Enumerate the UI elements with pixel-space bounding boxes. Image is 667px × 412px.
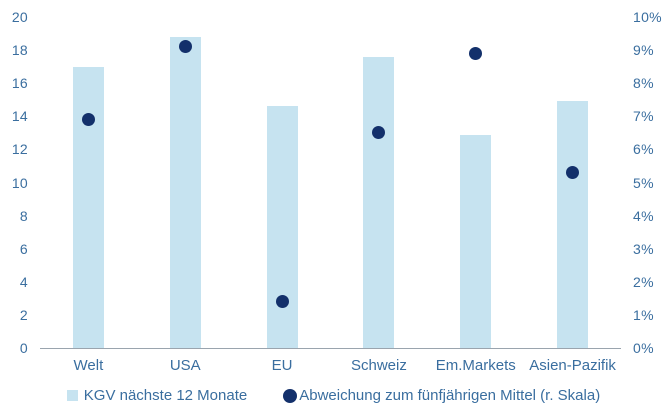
right-axis-tick-label: 7% bbox=[633, 108, 654, 125]
x-axis-line bbox=[40, 348, 621, 349]
category-label-Asien-Pazifik: Asien-Pazifik bbox=[529, 357, 616, 374]
dot-EU bbox=[275, 295, 289, 309]
legend-item-kgv: KGV nächste 12 Monate bbox=[66, 387, 248, 404]
dot-Welt bbox=[81, 113, 95, 127]
right-axis-tick-label: 6% bbox=[633, 141, 654, 158]
bar-Em.Markets bbox=[460, 134, 492, 348]
right-axis-tick-label: 9% bbox=[633, 42, 654, 59]
left-axis-tick-label: 20 bbox=[11, 9, 28, 25]
right-axis-tick-label: 3% bbox=[633, 240, 654, 257]
chart-legend: KGV nächste 12 Monate Abweichung zum fün… bbox=[0, 387, 667, 404]
bar-Asien-Pazifik bbox=[557, 101, 589, 348]
left-axis-tick-label: 16 bbox=[11, 75, 28, 92]
left-axis-tick-label: 2 bbox=[19, 306, 28, 323]
dot-Asien-Pazifik bbox=[566, 166, 580, 180]
right-axis-tick-label: 10% bbox=[633, 9, 662, 25]
dot-Em.Markets bbox=[469, 46, 483, 60]
dot-USA bbox=[178, 40, 192, 54]
left-axis-tick-label: 4 bbox=[19, 273, 28, 290]
left-axis-tick-label: 6 bbox=[19, 240, 28, 257]
right-axis-tick-label: 4% bbox=[633, 207, 654, 224]
circle-swatch-icon bbox=[283, 388, 298, 403]
category-label-Em.Markets: Em.Markets bbox=[435, 357, 516, 374]
right-axis-tick-label: 5% bbox=[633, 174, 654, 191]
left-axis-tick-label: 14 bbox=[11, 108, 28, 125]
square-swatch-icon bbox=[66, 390, 78, 401]
left-axis-tick-label: 18 bbox=[11, 42, 28, 59]
right-axis-tick-label: 8% bbox=[633, 75, 654, 92]
bar-Schweiz bbox=[363, 56, 395, 348]
legend-label-kgv: KGV nächste 12 Monate bbox=[83, 387, 248, 404]
left-axis-tick-label: 10 bbox=[11, 174, 28, 191]
category-label-Schweiz: Schweiz bbox=[350, 357, 407, 374]
right-axis-tick-label: 2% bbox=[633, 273, 654, 290]
left-axis-tick-label: 0 bbox=[19, 340, 28, 356]
bar-EU bbox=[266, 106, 298, 348]
category-label-Welt: Welt bbox=[73, 357, 104, 374]
legend-item-abweichung: Abweichung zum fünfjährigen Mittel (r. S… bbox=[283, 387, 600, 404]
category-label-USA: USA bbox=[169, 357, 201, 374]
bar-USA bbox=[169, 36, 201, 348]
dot-Schweiz bbox=[372, 126, 386, 140]
left-axis-tick-label: 8 bbox=[19, 207, 28, 224]
category-label-EU: EU bbox=[271, 357, 293, 374]
left-axis-tick-label: 12 bbox=[11, 141, 28, 158]
legend-label-abweichung: Abweichung zum fünfjährigen Mittel (r. S… bbox=[299, 387, 601, 404]
right-axis-tick-label: 0% bbox=[633, 340, 654, 356]
right-axis-tick-label: 1% bbox=[633, 306, 654, 323]
bar-Welt bbox=[72, 66, 104, 348]
